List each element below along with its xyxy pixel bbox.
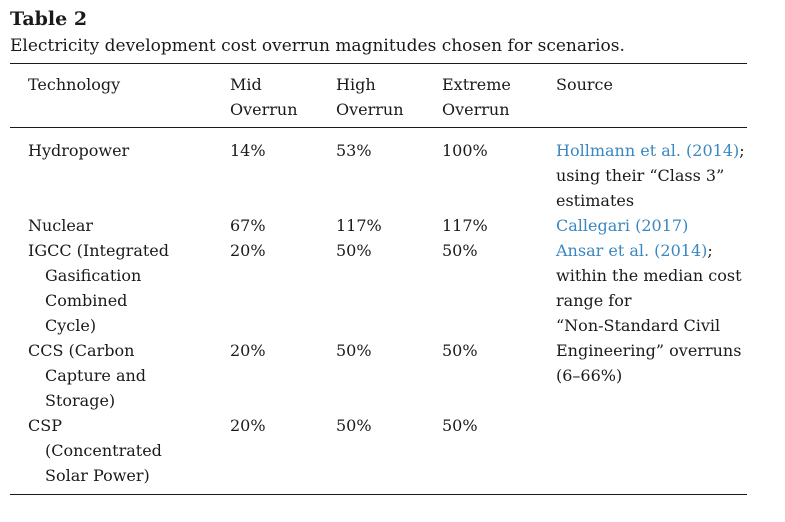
top-rule [10,63,747,64]
header-rule [10,127,747,128]
cell-high: 50% [336,341,372,360]
cell-extreme: 50% [442,241,478,260]
cell-source: Ansar et al. (2014); within the median c… [556,241,742,385]
header-row: Technology Mid Overrun High Overrun [10,64,747,127]
header-high-overrun: High Overrun [336,75,404,119]
cell-high: 117% [336,216,382,235]
cell-mid: 20% [230,341,266,360]
table-row: CSP (Concentrated Solar Power) 20% 50% 5… [10,413,747,488]
cell-technology: CCS (Carbon Capture and Storage) [28,341,147,410]
cell-high: 53% [336,141,372,160]
table-row: CCS (Carbon Capture and Storage) 20% 50%… [10,338,747,413]
source-link[interactable]: Hollmann et al. (2014) [556,141,740,160]
data-table-body: Hydropower 14% 53% 100% Hollmann et al. … [10,128,747,488]
header-underline [286,127,316,128]
cell-mid: 14% [230,141,266,160]
source-link[interactable]: Ansar et al. (2014) [556,241,708,260]
header-source: Source [556,75,613,94]
header-underline [394,127,424,128]
table-caption: Electricity development cost overrun mag… [10,36,625,56]
cell-source: Hollmann et al. (2014); using their “Cla… [556,141,745,210]
cell-extreme: 117% [442,216,488,235]
header-extreme-overrun: Extreme Overrun [442,75,511,119]
cell-technology: Hydropower [28,141,130,160]
cell-mid: 20% [230,241,266,260]
cell-technology: CSP (Concentrated Solar Power) [28,416,162,485]
table-row: Nuclear 67% 117% 117% Callegari (2017) [10,213,747,238]
table-container: Table 2 Electricity development cost ove… [10,6,747,495]
table-row: IGCC (Integrated Gasification Combined C… [10,238,747,385]
cell-technology: Nuclear [28,216,94,235]
table-row: Hydropower 14% 53% 100% Hollmann et al. … [10,128,747,213]
cell-mid: 67% [230,216,266,235]
data-table: Technology Mid Overrun High Overrun [10,64,747,127]
cell-source [538,413,747,488]
cell-source: Callegari (2017) [538,213,747,238]
bottom-rule [10,494,747,495]
cell-technology: IGCC (Integrated Gasification Combined C… [28,241,170,335]
cell-extreme: 100% [442,141,488,160]
cell-high: 50% [336,416,372,435]
header-technology: Technology [28,75,121,94]
header-mid-overrun: Mid Overrun [230,75,298,119]
header-underline [180,127,210,128]
table-label: Table 2 [10,8,88,30]
header-underline [505,127,535,128]
source-link[interactable]: Callegari (2017) [556,216,689,235]
cell-extreme: 50% [442,416,478,435]
cell-mid: 20% [230,416,266,435]
cell-high: 50% [336,241,372,260]
cell-extreme: 50% [442,341,478,360]
